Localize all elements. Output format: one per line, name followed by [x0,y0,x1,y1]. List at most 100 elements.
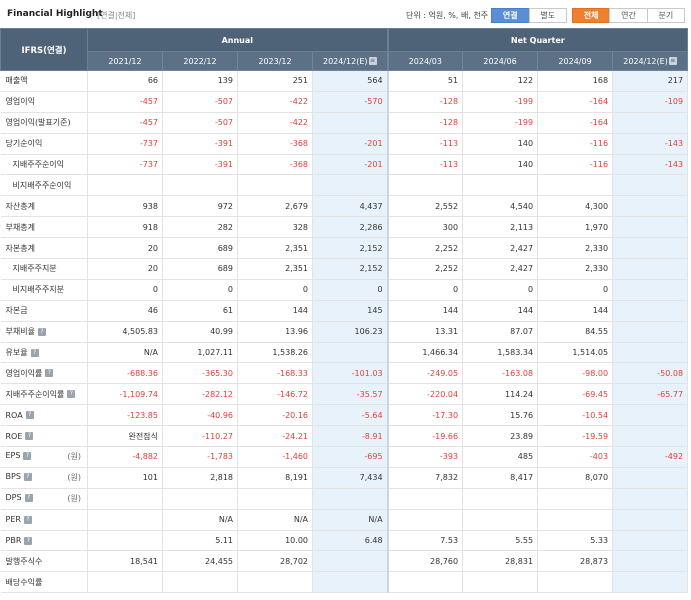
table-row: 매출액 66 139 251 564 51 122 168 217 [0,70,689,92]
row-label-text: ROE [5,431,23,441]
table-cell [237,487,313,510]
table-cell: 1,538.26 [237,341,313,364]
table-cell [612,299,689,322]
table-cell: 2,252 [386,237,464,260]
table-cell [87,529,163,552]
table-cell: 485 [462,446,539,468]
table-cell: -128 [386,111,464,134]
info-icon[interactable]: ? [24,493,33,502]
row-label-text: 영업이익(발표기준) [5,118,71,128]
row-label-text: EPS [5,451,21,461]
table-cell: 15.76 [462,404,539,427]
quarter-button[interactable]: 분기 [646,8,685,23]
info-icon[interactable]: ? [23,451,32,460]
table-cell: 8,191 [237,466,313,489]
table-cell: 61 [162,299,238,322]
info-icon[interactable]: ? [25,411,34,420]
table-cell: 122 [462,70,539,92]
row-label: 자본금 [0,299,88,322]
section-title: Financial Highlight [7,9,103,19]
table-cell: 2,552 [386,195,464,218]
annual-button[interactable]: 연간 [609,8,648,23]
info-icon[interactable]: ? [23,472,32,481]
table-cell: 20 [87,237,163,260]
table-cell: -507 [162,90,238,113]
row-label: 영업이익 [0,90,88,113]
table-cell [537,174,614,197]
consolidated-button[interactable]: 연결 [491,8,530,23]
estimate-info-icon[interactable]: ≡ [368,57,377,65]
separate-button[interactable]: 별도 [528,8,567,23]
table-cell: -168.33 [237,362,313,385]
table-cell: -143 [612,153,689,176]
table-cell: 300 [386,216,464,239]
table-cell: -368 [237,132,313,155]
table-cell: 0 [311,278,389,301]
table-row: ROE? 완전잠식 -110.27 -24.21 -8.91 -19.66 23.89 -19… [0,425,689,448]
table-row: 지배주주순이익률? -1,109.74 -282.12 -146.72 -35.57 -2… [0,383,689,406]
table-cell: -69.45 [537,383,614,406]
table-cell [612,278,689,301]
table-cell: -4,882 [87,446,163,468]
table-cell: -457 [87,90,163,113]
table-cell: 144 [462,299,539,322]
info-icon[interactable]: ? [30,348,39,357]
row-label: 발행주식수 [0,550,88,573]
table-cell: 114.24 [462,383,539,406]
table-cell [311,174,389,197]
table-cell [237,571,313,594]
table-cell [162,174,238,197]
table-cell: 7.53 [386,529,464,552]
table-cell: -20.16 [237,404,313,427]
table-cell: 8,417 [462,466,539,489]
info-icon[interactable]: ? [67,390,76,399]
row-label-text: 자본총계 [5,243,35,253]
info-icon[interactable]: ? [45,369,54,378]
table-cell: 40.99 [162,320,238,343]
table-cell [386,571,464,594]
table-row: 배당수익률 [0,571,689,594]
table-cell: -19.59 [537,425,614,448]
estimate-info-icon[interactable]: ≡ [668,57,677,65]
table-cell: 144 [237,299,313,322]
table-cell [87,571,163,594]
table-row: 영업이익 -457 -507 -422 -570 -128 -199 -164 -109 [0,90,689,113]
info-icon[interactable]: ? [37,327,46,336]
table-cell: 2,330 [537,258,614,280]
table-cell: -146.72 [237,383,313,406]
table-cell: 2,679 [237,195,313,218]
table-cell: -163.08 [462,362,539,385]
table-cell: 23.89 [462,425,539,448]
row-label: 비지배주주순이익 [0,174,88,197]
table-row: 부채비율? 4,505.83 40.99 13.96 106.23 13.31 87.07 8… [0,320,689,343]
period-label: 2024/12(E) [323,56,368,66]
table-cell: -249.05 [386,362,464,385]
table-cell [386,508,464,531]
table-cell: 4,540 [462,195,539,218]
period-header: 2024/03 [386,51,464,71]
table-cell: 6.48 [311,529,389,552]
table-cell: 0 [462,278,539,301]
table-cell: 28,760 [386,550,464,573]
table-cell: -368 [237,153,313,176]
table-cell: 2,427 [462,237,539,260]
row-label: 영업이익률? [0,362,88,385]
row-label: 자산총계 [0,195,88,218]
info-icon[interactable]: ? [23,515,32,524]
table-row: 유보율? N/A 1,027.11 1,538.26 1,466.34 1,583.34 1… [0,341,689,364]
table-cell [462,508,539,531]
table-cell [311,550,389,573]
table-cell: 2,351 [237,258,313,280]
table-cell: 2,286 [311,216,389,239]
table-cell [612,111,689,134]
table-cell: -128 [386,90,464,113]
table-cell [311,487,389,510]
table-cell: 10.00 [237,529,313,552]
table-cell: 46 [87,299,163,322]
period-toggle: 전체 연간 분기 [572,8,685,23]
all-period-button[interactable]: 전체 [572,8,611,23]
info-icon[interactable]: ? [25,432,34,441]
table-row: 비지배주주순이익 [0,174,689,197]
table-cell [87,508,163,531]
info-icon[interactable]: ? [24,536,33,545]
